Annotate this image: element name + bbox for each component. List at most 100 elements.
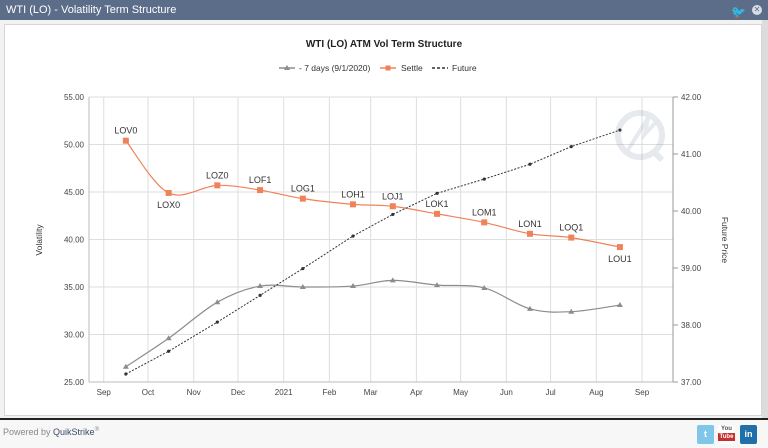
watermark-logo — [615, 110, 665, 163]
future-point — [482, 177, 486, 181]
powered-by: Powered by QuikStrike® — [3, 427, 99, 437]
twitter-icon[interactable]: t — [697, 425, 714, 444]
y2-tick-label: 37.00 — [681, 378, 702, 387]
chart-panel — [4, 24, 762, 416]
settle-point — [568, 234, 575, 241]
legend[interactable]: - 7 days (9/1/2020) Settle Future — [279, 63, 477, 73]
x-tick-label: Sep — [97, 388, 112, 397]
scrollbar[interactable] — [762, 20, 768, 420]
legend-item-7days[interactable]: - 7 days (9/1/2020) — [279, 63, 371, 73]
future-point — [391, 212, 395, 217]
series-line-0 — [125, 279, 620, 368]
window-title: WTI (LO) - Volatility Term Structure — [6, 4, 177, 16]
x-tick-label: Nov — [187, 388, 201, 397]
legend-label: Settle — [401, 63, 423, 73]
chart: WTI (LO) ATM Vol Term Structure - 7 days… — [34, 39, 730, 397]
youtube-icon[interactable]: You Tube — [718, 425, 735, 444]
x-tick-label: May — [453, 388, 468, 397]
footer-divider — [0, 418, 768, 420]
legend-item-settle[interactable]: Settle — [380, 63, 423, 73]
point-label: LOK1 — [426, 199, 449, 209]
close-icon[interactable]: ✕ — [752, 5, 762, 15]
x-tick-label: Oct — [142, 388, 155, 397]
point-label: LOG1 — [291, 184, 315, 194]
point-label: LOZ0 — [206, 170, 229, 180]
linkedin-icon[interactable]: in — [740, 425, 757, 444]
x-tick-label: Sep — [635, 388, 650, 397]
x-tick-label: 2021 — [275, 388, 293, 397]
y-tick-label: 35.00 — [64, 283, 85, 292]
point-label: LOM1 — [472, 207, 497, 217]
x-tick-label: Apr — [410, 388, 423, 397]
y-tick-label: 50.00 — [64, 141, 85, 150]
point-label: LOV0 — [114, 126, 137, 136]
future-point — [167, 349, 171, 353]
future-point — [618, 128, 622, 132]
settle-point — [389, 203, 396, 210]
point-label: LOU1 — [608, 254, 632, 264]
point-label: LOF1 — [249, 175, 272, 185]
seven-day-point — [299, 284, 306, 289]
x-tick-label: Feb — [322, 388, 336, 397]
x-tick-label: Aug — [589, 388, 603, 397]
footer: Powered by QuikStrike® t You Tube in — [0, 420, 768, 448]
chart-title: WTI (LO) ATM Vol Term Structure — [306, 39, 463, 50]
point-label: LOH1 — [341, 189, 365, 199]
series-line-2 — [125, 129, 621, 375]
seven-day-point — [434, 282, 441, 288]
youtube-top: You — [721, 426, 732, 432]
powered-by-text: Powered by — [3, 427, 51, 437]
y-tick-label: 30.00 — [64, 331, 85, 340]
settle-point — [616, 244, 623, 251]
future-point — [124, 372, 128, 376]
legend-label: Future — [452, 63, 477, 73]
reg-mark: ® — [94, 427, 99, 433]
y-axis-title: Volatility — [34, 224, 44, 256]
series-line-1 — [125, 140, 621, 248]
y-tick-label: 25.00 — [64, 378, 85, 387]
settle-point — [434, 210, 441, 217]
y-tick-label: 55.00 — [64, 93, 85, 102]
seven-day-point — [526, 305, 533, 311]
seven-day-point — [349, 283, 356, 289]
y-tick-label: 45.00 — [64, 188, 85, 197]
seven-day-point — [568, 308, 575, 314]
y-tick-label: 40.00 — [64, 236, 85, 245]
triangle-marker-icon — [284, 65, 290, 70]
settle-point — [299, 195, 306, 202]
future-point — [301, 266, 305, 271]
twitter-icon[interactable]: 🐦 — [731, 5, 746, 19]
point-label: LOX0 — [157, 200, 180, 210]
x-tick-label: Jun — [500, 388, 513, 397]
point-label: LOJ1 — [382, 191, 404, 201]
future-point — [435, 191, 439, 195]
brand-link[interactable]: QuikStrike — [53, 427, 95, 437]
seven-day-point — [389, 277, 396, 283]
x-tick-label: Dec — [231, 388, 245, 397]
legend-item-future[interactable]: Future — [432, 63, 477, 73]
point-label: LON1 — [518, 219, 542, 229]
window-header: WTI (LO) - Volatility Term Structure 🐦 ✕ — [0, 0, 768, 20]
y2-tick-label: 40.00 — [681, 207, 702, 216]
square-marker-icon — [385, 65, 391, 71]
settle-point — [257, 187, 264, 194]
x-tick-label: Jul — [545, 388, 555, 397]
seven-day-point — [257, 283, 264, 289]
y2-tick-label: 38.00 — [681, 321, 702, 330]
y2-tick-label: 42.00 — [681, 93, 702, 102]
seven-day-point — [616, 302, 623, 308]
settle-point — [214, 182, 221, 189]
point-label: LOQ1 — [559, 223, 583, 233]
y2-tick-label: 41.00 — [681, 150, 702, 159]
future-point — [351, 234, 355, 238]
legend-label: - 7 days (9/1/2020) — [299, 63, 371, 73]
seven-day-point — [214, 299, 221, 305]
future-point — [258, 293, 262, 297]
seven-day-point — [122, 363, 129, 369]
x-tick-label: Mar — [364, 388, 378, 397]
y2-axis-title: Future Price — [720, 217, 730, 264]
future-point — [528, 162, 532, 166]
seven-day-point — [481, 284, 488, 290]
settle-point — [165, 189, 172, 196]
seven-day-point — [165, 335, 172, 341]
